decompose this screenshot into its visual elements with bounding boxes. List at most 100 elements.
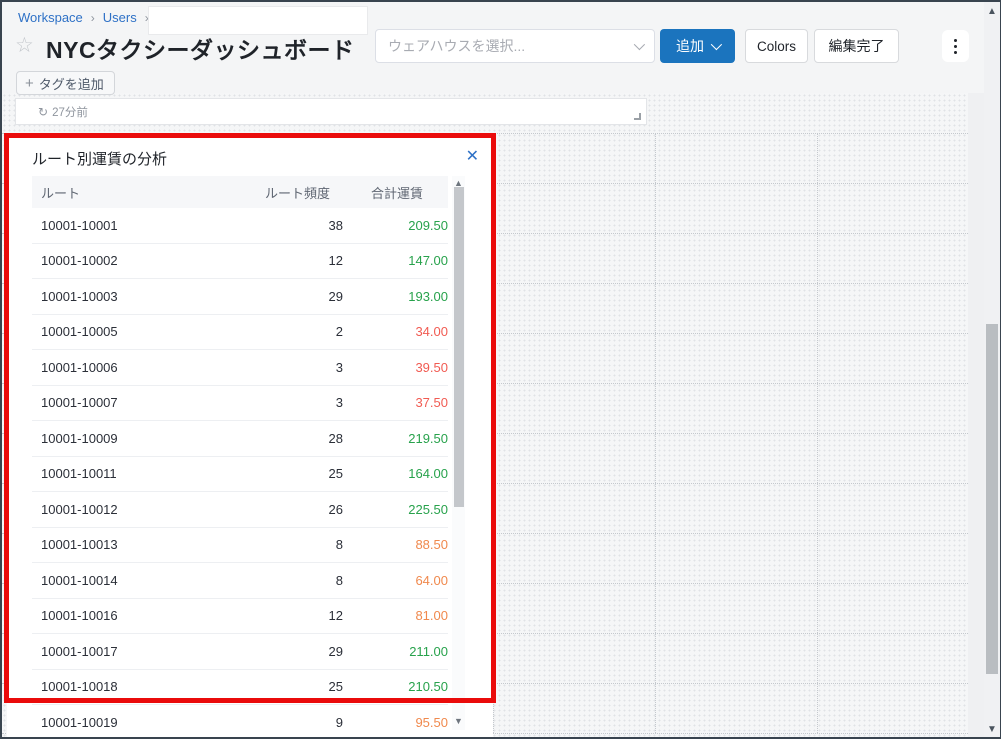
gridline (2, 133, 968, 134)
breadcrumb-separator-icon: › (90, 10, 95, 25)
cell-route: 10001-10019 (41, 714, 118, 730)
close-icon[interactable]: ✕ (465, 148, 479, 165)
cell-route: 10001-10018 (41, 679, 118, 695)
canvas-right-strip (968, 93, 986, 737)
cell-route: 10001-10009 (41, 430, 118, 446)
cell-frequency: 3 (335, 395, 343, 411)
cell-route: 10001-10014 (41, 572, 118, 588)
kebab-dot-icon (954, 38, 957, 42)
table-row[interactable]: 10001-10017 29 211.00 (32, 634, 448, 670)
cell-route: 10001-10016 (41, 608, 118, 624)
add-button[interactable]: 追加 (660, 29, 735, 63)
table-row[interactable]: 10001-10003 29 193.00 (32, 279, 448, 315)
cell-fare: 37.50 (415, 395, 448, 411)
column-header-fare: 合計運賃 (370, 185, 423, 201)
refresh-icon: ↻ (38, 104, 49, 119)
cell-frequency: 2 (335, 324, 343, 340)
cell-fare: 81.00 (415, 608, 448, 624)
cell-fare: 88.50 (415, 537, 448, 553)
scroll-up-icon[interactable]: ▲ (987, 6, 997, 17)
gridline (655, 133, 656, 733)
table-scrollbar-thumb[interactable] (453, 187, 464, 507)
colors-button[interactable]: Colors (745, 29, 808, 63)
cell-route: 10001-10005 (41, 324, 118, 340)
warehouse-select[interactable]: ウェアハウスを選択... (375, 29, 655, 63)
cell-fare: 164.00 (408, 466, 448, 482)
cell-frequency: 9 (335, 714, 343, 730)
blank-overlay-box (148, 6, 368, 35)
chevron-down-icon (710, 38, 723, 51)
breadcrumb-separator-icon: › (144, 10, 149, 25)
cell-route: 10001-10013 (41, 537, 118, 553)
cell-route: 10001-10001 (41, 217, 118, 233)
cell-fare: 193.00 (408, 288, 448, 304)
gridline (493, 133, 494, 733)
table-scrollbar[interactable]: ▲ ▼ (452, 176, 465, 730)
scroll-down-icon[interactable]: ▼ (454, 716, 463, 726)
warehouse-select-placeholder: ウェアハウスを選択... (388, 38, 526, 54)
column-header-route: ルート (41, 185, 81, 201)
cell-frequency: 8 (335, 572, 343, 588)
chevron-down-icon (633, 38, 646, 51)
gridline (817, 133, 818, 733)
add-tag-button[interactable]: + タグを追加 (16, 71, 115, 95)
add-tag-label: タグを追加 (38, 76, 104, 92)
route-fare-panel: ルート別運賃の分析 ✕ ルート ルート頻度 合計運賃 10001-10001 3… (7, 137, 493, 737)
table-row[interactable]: 10001-10014 8 64.00 (32, 563, 448, 599)
cell-frequency: 28 (328, 430, 343, 446)
table-row[interactable]: 10001-10018 25 210.50 (32, 669, 448, 705)
table-row[interactable]: 10001-10001 38 209.50 (32, 208, 448, 244)
more-options-button[interactable] (942, 30, 969, 62)
resize-handle-icon[interactable] (634, 113, 641, 120)
cell-fare: 64.00 (415, 572, 448, 588)
cell-fare: 39.50 (415, 359, 448, 375)
table-row[interactable]: 10001-10005 2 34.00 (32, 314, 448, 350)
cell-fare: 219.50 (408, 430, 448, 446)
table-row[interactable]: 10001-10011 25 164.00 (32, 456, 448, 492)
cell-route: 10001-10012 (41, 501, 118, 517)
cell-frequency: 29 (328, 288, 343, 304)
table-row[interactable]: 10001-10009 28 219.50 (32, 421, 448, 457)
cell-fare: 34.00 (415, 324, 448, 340)
breadcrumb: Workspace › Users › (18, 10, 149, 25)
table-header-row: ルート ルート頻度 合計運賃 (32, 176, 448, 208)
header-bar: Workspace › Users › ☆ NYCタクシーダッシュボード ウェア… (2, 2, 985, 95)
cell-fare: 211.00 (409, 643, 448, 659)
cell-frequency: 38 (328, 217, 343, 233)
plus-icon: + (25, 74, 34, 92)
scroll-up-icon[interactable]: ▲ (454, 178, 463, 188)
table-row[interactable]: 10001-10006 3 39.50 (32, 350, 448, 386)
cell-route: 10001-10002 (41, 253, 118, 269)
refresh-time-widget[interactable]: ↻ 27分前 (15, 98, 647, 125)
cell-frequency: 25 (328, 466, 343, 482)
table-row[interactable]: 10001-10002 12 147.00 (32, 243, 448, 279)
table-row[interactable]: 10001-10019 9 95.50 (32, 705, 448, 737)
table-row[interactable]: 10001-10013 8 88.50 (32, 527, 448, 563)
table-row[interactable]: 10001-10016 12 81.00 (32, 598, 448, 634)
kebab-dot-icon (954, 44, 957, 48)
cell-frequency: 29 (328, 643, 343, 659)
cell-frequency: 26 (328, 501, 343, 517)
breadcrumb-workspace[interactable]: Workspace (18, 10, 83, 25)
cell-frequency: 8 (335, 537, 343, 553)
cell-route: 10001-10007 (41, 395, 118, 411)
cell-frequency: 25 (328, 679, 343, 695)
cell-route: 10001-10011 (41, 466, 117, 482)
table-row[interactable]: 10001-10012 26 225.50 (32, 492, 448, 528)
cell-fare: 210.50 (408, 679, 448, 695)
scroll-down-icon[interactable]: ▼ (987, 724, 997, 735)
finish-edit-button[interactable]: 編集完了 (814, 29, 899, 63)
panel-title: ルート別運賃の分析 (32, 151, 168, 168)
cell-route: 10001-10006 (41, 359, 118, 375)
table-row[interactable]: 10001-10007 3 37.50 (32, 385, 448, 421)
cell-fare: 95.50 (415, 714, 448, 730)
window-scrollbar[interactable]: ▲ ▼ (984, 2, 1000, 737)
table-body: 10001-10001 38 209.50 10001-10002 12 147… (32, 208, 448, 737)
breadcrumb-users[interactable]: Users (102, 10, 137, 25)
favorite-star-icon[interactable]: ☆ (15, 34, 34, 57)
cell-route: 10001-10003 (41, 288, 118, 304)
add-button-label: 追加 (676, 38, 704, 54)
cell-fare: 225.50 (408, 501, 448, 517)
window-scrollbar-thumb[interactable] (986, 324, 998, 674)
